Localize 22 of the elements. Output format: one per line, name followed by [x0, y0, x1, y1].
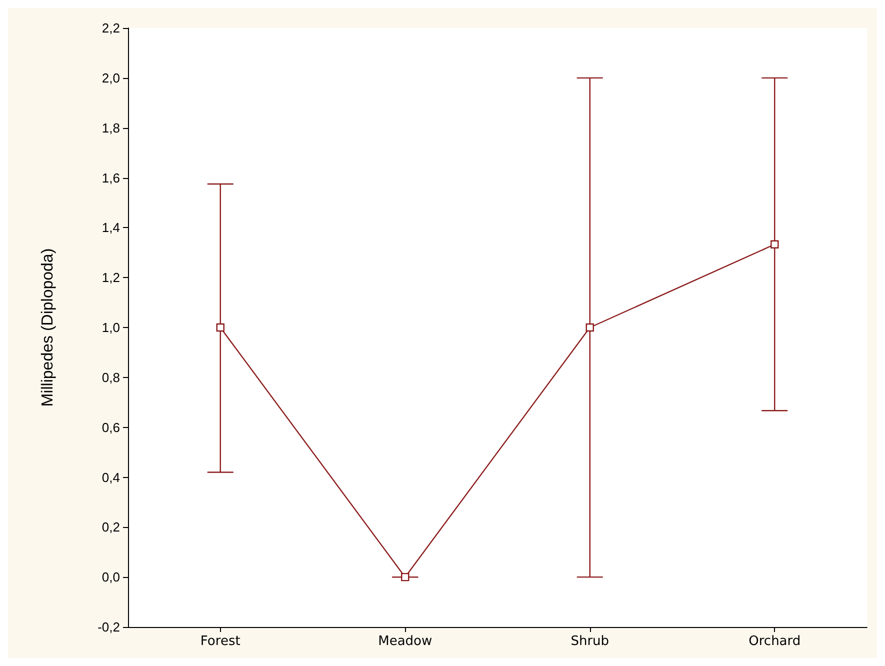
y-tick-label: 1,2 — [102, 270, 120, 286]
x-tick-label: Orchard — [748, 634, 801, 649]
x-tick-label: Shrub — [570, 634, 610, 649]
y-tick-label: 2,0 — [102, 70, 120, 86]
point — [586, 323, 594, 332]
y-axis-title: Millipedes (Diplopoda) — [40, 248, 56, 407]
x-tick-label: Forest — [200, 634, 240, 649]
y-tick-label: -0,2 — [98, 620, 120, 634]
point — [401, 572, 410, 582]
y-tick-label: 1,4 — [102, 220, 120, 236]
x-tick-label: Meadow — [378, 634, 432, 649]
y-tick-label: 0,8 — [102, 370, 120, 385]
point — [216, 323, 224, 332]
point — [770, 240, 779, 248]
y-tick-label: 1,0 — [102, 320, 120, 335]
y-tick-label: 0,6 — [102, 420, 120, 435]
y-tick-label: 1,8 — [102, 120, 120, 136]
y-tick-label: 1,6 — [102, 170, 120, 186]
y-tick-label: 0,2 — [102, 520, 120, 535]
y-tick-label: 2,2 — [102, 20, 120, 36]
y-tick-label: 0,0 — [102, 570, 120, 585]
y-tick-label: 0,4 — [102, 470, 120, 485]
